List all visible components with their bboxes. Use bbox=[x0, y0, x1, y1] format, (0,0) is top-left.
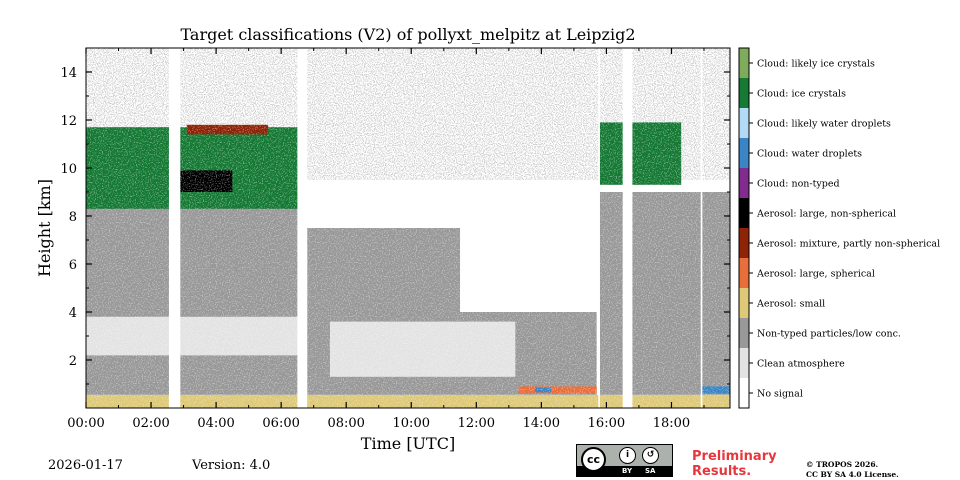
colorbar-label-8: Aerosol: small bbox=[756, 299, 825, 310]
x-tick-label-04:00: 04:00 bbox=[197, 416, 234, 431]
data-gap-2 bbox=[598, 48, 600, 408]
colorbar-frame bbox=[738, 47, 750, 409]
colorbar-label-4: Cloud: non-typed bbox=[757, 179, 840, 190]
cc-sa-text: SA bbox=[645, 467, 656, 475]
copyright-line-1: © TROPOS 2026. bbox=[806, 460, 879, 469]
colorbar-swatch-8 bbox=[739, 288, 749, 318]
y-axis-label: Height [km] bbox=[35, 179, 54, 277]
y-tick-label-6: 6 bbox=[69, 258, 77, 273]
y-tick-label-2: 2 bbox=[69, 354, 77, 369]
colorbar-swatch-10 bbox=[739, 348, 749, 378]
x-tick-label-18:00: 18:00 bbox=[653, 416, 690, 431]
cc-license-badge: cc i ↺ BY SA bbox=[576, 444, 673, 477]
footer-date: 2026-01-17 bbox=[48, 458, 123, 473]
colorbar-swatch-3 bbox=[739, 138, 749, 168]
cc-icon: cc bbox=[581, 447, 606, 472]
colorbar-swatch-9 bbox=[739, 318, 749, 348]
colorbar-label-0: Cloud: likely ice crystals bbox=[757, 59, 875, 70]
colorbar-label-11: No signal bbox=[757, 389, 803, 400]
colorbar-label-6: Aerosol: mixture, partly non-spherical bbox=[756, 239, 940, 250]
share-alike-icon: ↺ bbox=[642, 447, 659, 464]
preliminary-line-1: Preliminary bbox=[692, 449, 777, 464]
cc-by-text: BY bbox=[622, 467, 633, 475]
copyright-note: © TROPOS 2026. CC BY SA 4.0 License. bbox=[806, 460, 899, 480]
colorbar-label-3: Cloud: water droplets bbox=[757, 149, 862, 160]
colorbar-swatch-11 bbox=[739, 378, 749, 408]
y-tick-label-10: 10 bbox=[60, 162, 77, 177]
colorbar-swatch-1 bbox=[739, 78, 749, 108]
footer-version: Version: 4.0 bbox=[192, 458, 271, 473]
y-tick-label-4: 4 bbox=[69, 306, 77, 321]
data-gap-0 bbox=[168, 48, 181, 408]
colorbar-label-2: Cloud: likely water droplets bbox=[757, 119, 891, 130]
texture-overlay bbox=[86, 48, 730, 408]
copyright-line-2: CC BY SA 4.0 License. bbox=[806, 470, 899, 479]
plot-frame bbox=[85, 47, 731, 409]
data-gap-1 bbox=[297, 48, 308, 408]
y-tick-label-8: 8 bbox=[69, 210, 77, 225]
colorbar-swatch-2 bbox=[739, 108, 749, 138]
colorbar-swatch-0 bbox=[739, 48, 749, 78]
attribution-icon: i bbox=[619, 447, 636, 464]
y-tick-label-14: 14 bbox=[60, 66, 77, 81]
colorbar-swatch-7 bbox=[739, 258, 749, 288]
preliminary-results-note: Preliminary Results. bbox=[692, 449, 777, 479]
x-tick-label-00:00: 00:00 bbox=[67, 416, 104, 431]
chart-title: Target classifications (V2) of pollyxt_m… bbox=[180, 25, 636, 44]
preliminary-line-2: Results. bbox=[692, 464, 752, 479]
x-tick-label-08:00: 08:00 bbox=[327, 416, 364, 431]
colorbar-label-5: Aerosol: large, non-spherical bbox=[756, 209, 896, 220]
colorbar-label-1: Cloud: ice crystals bbox=[757, 89, 846, 100]
data-gap-3 bbox=[622, 48, 633, 408]
colorbar-swatch-6 bbox=[739, 228, 749, 258]
x-tick-label-02:00: 02:00 bbox=[132, 416, 169, 431]
x-tick-label-06:00: 06:00 bbox=[262, 416, 299, 431]
colorbar-swatch-4 bbox=[739, 168, 749, 198]
colorbar-label-9: Non-typed particles/low conc. bbox=[757, 329, 901, 340]
x-tick-label-10:00: 10:00 bbox=[393, 416, 430, 431]
x-axis-label: Time [UTC] bbox=[361, 434, 455, 453]
y-tick-label-12: 12 bbox=[60, 114, 77, 129]
colorbar-label-7: Aerosol: large, spherical bbox=[756, 269, 875, 280]
colorbar-swatch-5 bbox=[739, 198, 749, 228]
x-tick-label-12:00: 12:00 bbox=[458, 416, 495, 431]
x-tick-label-16:00: 16:00 bbox=[588, 416, 625, 431]
colorbar-label-10: Clean atmosphere bbox=[757, 359, 845, 370]
x-tick-label-14:00: 14:00 bbox=[523, 416, 560, 431]
data-gap-4 bbox=[700, 48, 703, 408]
